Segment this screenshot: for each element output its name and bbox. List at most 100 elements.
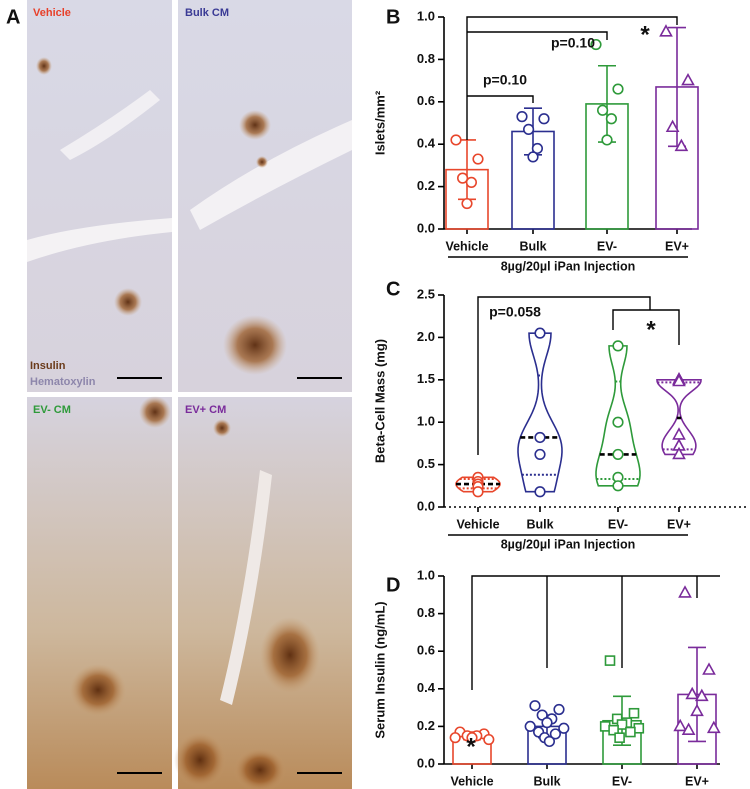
y-axis-label: Islets/mm² [372, 90, 387, 155]
violin [595, 345, 641, 487]
data-point [558, 722, 570, 734]
y-tick-label: 2.0 [417, 329, 435, 344]
data-point [673, 718, 688, 732]
data-point [534, 448, 546, 461]
y-tick-label: 1.5 [417, 371, 435, 386]
annotation: * [640, 21, 650, 48]
y-tick-label: 0.4 [417, 680, 436, 695]
x-tick-label: EV- [597, 239, 617, 253]
y-tick-label: 1.0 [417, 414, 435, 429]
data-point [553, 703, 565, 716]
data-point [529, 700, 541, 712]
annotation: p=0.10 [551, 35, 595, 51]
violin [656, 379, 702, 456]
data-point [543, 735, 556, 748]
data-point [466, 732, 478, 744]
islet [139, 396, 171, 428]
data-point [524, 720, 536, 733]
data-point [549, 728, 562, 740]
x-tick-label: EV+ [665, 239, 689, 253]
data-point [590, 38, 602, 51]
micrograph-label: Bulk CM [185, 7, 229, 19]
data-point [472, 486, 484, 498]
annotation: p=0.10 [483, 72, 527, 88]
x-tick-label: Vehicle [456, 517, 499, 531]
data-point [534, 327, 546, 339]
significance-bracket [466, 16, 678, 140]
x-tick-label: EV- [608, 517, 628, 531]
data-point [665, 119, 680, 133]
panel-letter: C [386, 278, 400, 300]
micrographs: A Vehicle Bulk CM EV- CM EV+ CM Insulin … [6, 0, 352, 789]
x-tick-label: EV- [612, 774, 632, 788]
data-point [483, 733, 495, 746]
y-tick-label: 0.8 [417, 51, 435, 66]
stain-label: Insulin [30, 360, 66, 372]
data-point [612, 340, 624, 352]
data-point [472, 153, 484, 165]
data-point [596, 104, 609, 116]
data-point [527, 151, 539, 163]
significance-bracket [612, 309, 680, 345]
x-tick-label: Bulk [519, 239, 546, 253]
islet [213, 419, 231, 437]
islet [223, 315, 287, 375]
data-point [672, 446, 686, 460]
data-point [612, 448, 624, 461]
vessel [60, 90, 160, 160]
y-tick-label: 2.5 [417, 286, 435, 301]
micrograph [27, 397, 172, 789]
data-point [534, 431, 546, 444]
islet [234, 748, 286, 789]
data-point [674, 138, 689, 152]
x-tick-label: Bulk [533, 774, 560, 788]
significance-bracket [467, 31, 608, 40]
y-tick-label: 0.0 [417, 498, 435, 513]
panel-letter: D [386, 574, 400, 596]
y-tick-label: 0.0 [417, 220, 435, 235]
error-bar [688, 646, 706, 743]
violin [455, 476, 501, 493]
data-point [702, 662, 716, 675]
micrograph-label: EV+ CM [185, 404, 226, 416]
y-tick-label: 0.2 [417, 178, 435, 193]
data-point [534, 486, 546, 498]
data-point [616, 719, 628, 730]
data-point [612, 83, 624, 95]
panel-letter: B [386, 6, 400, 28]
data-point [541, 717, 553, 729]
data-point [612, 416, 624, 428]
x-tick-label: Vehicle [445, 239, 488, 253]
islet [256, 156, 268, 168]
islet [114, 288, 142, 316]
y-tick-label: 0.0 [417, 755, 435, 770]
data-point [672, 427, 686, 440]
y-tick-label: 0.2 [417, 718, 435, 733]
significance-bracket [477, 296, 651, 455]
vessel [27, 218, 172, 262]
y-axis-label: Beta-Cell Mass (mg) [372, 339, 387, 463]
islet [239, 110, 271, 140]
y-tick-label: 1.0 [417, 8, 435, 23]
y-tick-label: 0.8 [417, 605, 435, 620]
islet [174, 732, 226, 788]
data-point [604, 655, 616, 666]
vessel [190, 120, 352, 230]
data-point [706, 720, 721, 734]
data-point [685, 686, 700, 700]
y-tick-label: 0.4 [417, 136, 436, 151]
data-point [681, 722, 696, 735]
data-point [678, 585, 692, 598]
data-point [461, 197, 473, 210]
significance-bracket [467, 95, 534, 103]
data-point [659, 24, 673, 37]
data-point [612, 480, 624, 492]
data-point [450, 134, 462, 146]
micrograph [178, 397, 352, 789]
data-point [516, 111, 528, 123]
data-point [690, 703, 704, 717]
data-point [628, 707, 640, 719]
x-axis-label: 8µg/20µl iPan Injection [501, 259, 636, 273]
micrograph-label: EV- CM [33, 404, 71, 416]
